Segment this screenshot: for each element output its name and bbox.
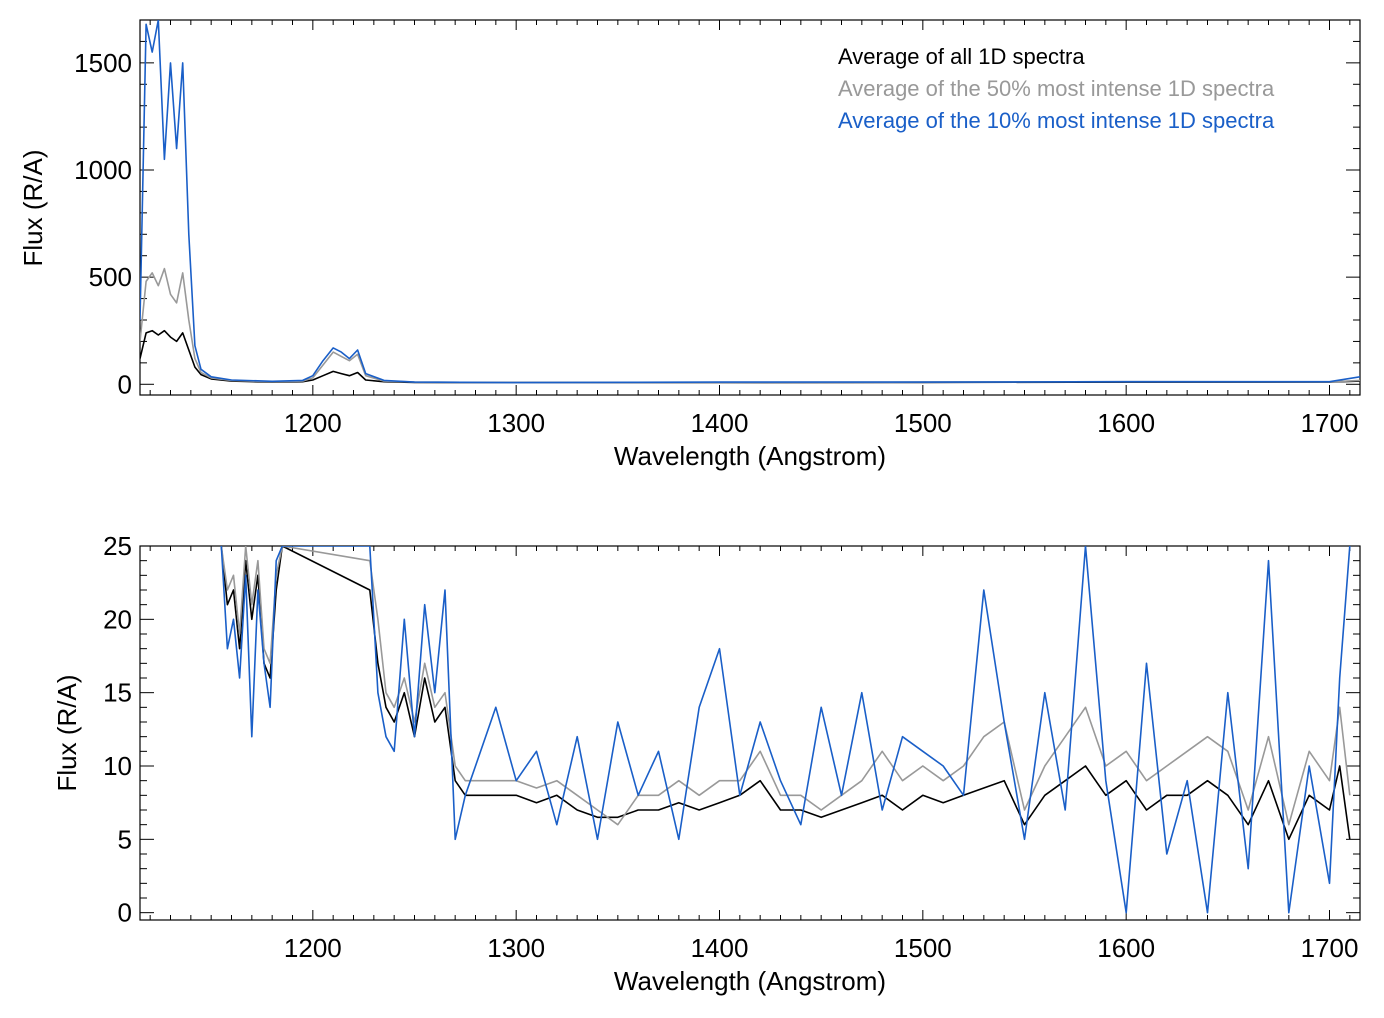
top-x-tick-label: 1600 xyxy=(1097,408,1155,438)
bottom-y-tick-label: 5 xyxy=(118,824,132,854)
bottom-panel: 1200 1300 1400 1500 1600 1700 0 5 10 15 20 25 Wave… xyxy=(52,531,1361,996)
top-x-axis-label: Wavelength (Angstrom) xyxy=(614,441,886,471)
bottom-y-axis-label: Flux (R/A) xyxy=(52,675,82,792)
top-series-line-all xyxy=(140,329,1360,384)
bottom-y-tick-label: 0 xyxy=(118,898,132,928)
legend-entry-all: Average of all 1D spectra xyxy=(838,44,1085,69)
bottom-x-tick-labels: 1200 1300 1400 1500 1600 1700 xyxy=(284,933,1359,963)
top-y-tick-labels: 0 500 1000 1500 xyxy=(74,48,132,399)
top-panel: 1200 1300 1400 1500 1600 1700 0 500 1000 1500 Wa… xyxy=(18,19,1361,471)
bottom-x-axis-label: Wavelength (Angstrom) xyxy=(614,966,886,996)
bottom-plot-frame xyxy=(139,545,1361,921)
top-x-tick-label: 1700 xyxy=(1301,408,1359,438)
legend: Average of all 1D spectra Average of the… xyxy=(838,44,1275,133)
bottom-series-line-10-percent xyxy=(220,546,1351,914)
bottom-y-tick-labels: 0 5 10 15 20 25 xyxy=(103,531,132,928)
bottom-y-tick-label: 10 xyxy=(103,751,132,781)
top-y-tick-label: 1000 xyxy=(74,155,132,185)
bottom-x-tick-label: 1400 xyxy=(691,933,749,963)
top-y-tick-label: 1500 xyxy=(74,48,132,78)
bottom-x-tick-label: 1300 xyxy=(487,933,545,963)
bottom-series-line-all xyxy=(220,546,1351,841)
bottom-y-tick-label: 15 xyxy=(103,678,132,708)
bottom-x-tick-label: 1500 xyxy=(894,933,952,963)
top-series xyxy=(140,20,1360,384)
bottom-x-tick-label: 1200 xyxy=(284,933,342,963)
bottom-ticks xyxy=(140,545,1360,920)
top-x-tick-label: 1400 xyxy=(691,408,749,438)
top-series-line-10-percent xyxy=(140,20,1360,384)
top-ticks xyxy=(140,19,1360,395)
top-x-tick-label: 1500 xyxy=(894,408,952,438)
bottom-x-tick-label: 1700 xyxy=(1301,933,1359,963)
legend-entry-50-percent: Average of the 50% most intense 1D spect… xyxy=(838,76,1275,101)
top-x-tick-labels: 1200 1300 1400 1500 1600 1700 xyxy=(284,408,1359,438)
top-plot-frame xyxy=(139,19,1361,396)
top-y-tick-label: 500 xyxy=(89,262,132,292)
top-x-tick-label: 1200 xyxy=(284,408,342,438)
bottom-y-tick-label: 25 xyxy=(103,531,132,561)
bottom-x-tick-label: 1600 xyxy=(1097,933,1155,963)
top-y-axis-label: Flux (R/A) xyxy=(18,150,48,267)
legend-entry-10-percent: Average of the 10% most intense 1D spect… xyxy=(838,108,1275,133)
top-x-tick-label: 1300 xyxy=(487,408,545,438)
top-y-tick-label: 0 xyxy=(118,369,132,399)
top-series-line-50-percent xyxy=(140,267,1360,384)
bottom-series-line-50-percent xyxy=(220,546,1351,826)
bottom-series xyxy=(220,546,1351,914)
bottom-y-tick-label: 20 xyxy=(103,604,132,634)
